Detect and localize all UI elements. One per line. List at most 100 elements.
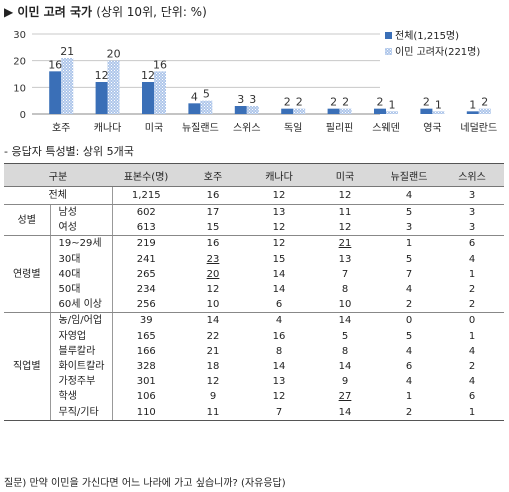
table-row: 성별 남성 602 17 13 11 5 3	[4, 204, 504, 237]
table-cell: 16	[180, 186, 246, 205]
table-cell: 301	[111, 374, 180, 390]
table-cell: 15	[180, 220, 246, 237]
data-label: 2	[342, 96, 349, 109]
table-row: 50대 234 12 14 8 4 2	[4, 281, 504, 298]
row-label: 블루칼라	[58, 345, 96, 357]
table-cell: 6	[468, 238, 476, 250]
table-cell: 12	[206, 284, 220, 296]
table-cell: 2	[468, 360, 476, 372]
bar-considering-9	[478, 108, 491, 114]
table-header-row: 구분 표본수(명) 호주 캐나다 미국 뉴질랜드 스위스	[4, 163, 504, 187]
table-cell: 12	[312, 220, 378, 237]
bar-total-4	[234, 106, 247, 114]
data-label: 5	[203, 88, 210, 101]
x-tick-label: 미국	[145, 122, 163, 134]
table-cell: 22	[206, 330, 220, 342]
table-cell: 0	[468, 315, 476, 327]
table-row: 자영업 165 22 16 5 5 1	[4, 328, 504, 344]
bar-considering-5	[293, 108, 306, 114]
group-label: 성별	[4, 204, 51, 237]
table-row: 30대 241 23 15 13 5 4	[4, 251, 504, 267]
bar-total-7	[374, 108, 386, 114]
x-tick-label: 스웨덴	[372, 122, 400, 134]
table-section-title: - 응답자 특성별: 상위 5개국	[4, 145, 134, 158]
data-label: 3	[237, 93, 244, 106]
x-tick-label: 필리핀	[326, 122, 354, 134]
table-cell: 14	[338, 315, 352, 327]
table-cell: 17	[206, 207, 220, 219]
x-tick-label: 네덜란드	[460, 122, 497, 134]
bar-considering-3	[200, 100, 213, 114]
row-label: 40대	[58, 268, 81, 280]
table-cell: 328	[111, 358, 180, 375]
data-label: 2	[284, 96, 291, 109]
bar-considering-0	[61, 58, 74, 114]
table-cell: 11	[180, 404, 246, 421]
bar-considering-8	[432, 111, 445, 114]
table-row: 60세 이상 256 10 6 10 2 2	[4, 297, 504, 314]
table-cell: 4	[468, 345, 476, 357]
table-cell: 4	[405, 284, 413, 296]
table-cell: 6	[246, 297, 312, 314]
data-label: 2	[423, 96, 430, 109]
legend-label: 전체(1,215명)	[395, 30, 459, 42]
footnote: 질문) 만약 이민을 가신다면 어느 나라에 가고 싶습니까? (자유응답)	[4, 478, 286, 489]
table-cell: 21	[338, 238, 352, 250]
table-cell: 3	[440, 220, 504, 237]
data-label: 3	[249, 93, 256, 106]
row-label: 화이트칼라	[58, 360, 105, 372]
table-cell: 12	[272, 238, 286, 250]
table-cell: 12	[272, 391, 286, 403]
table-cell: 5	[405, 330, 413, 342]
row-label: 농/임/어업	[58, 315, 103, 327]
table-cell: 20	[206, 268, 220, 280]
table-cell: 6	[405, 360, 413, 372]
table-cell: 4	[468, 253, 476, 265]
x-tick-label: 캐나다	[94, 122, 122, 134]
row-label: 30대	[58, 253, 81, 265]
table-cell: 219	[111, 235, 180, 252]
table-cell: 39	[111, 312, 180, 329]
table-cell: 14	[272, 284, 286, 296]
row-label: 학생	[58, 391, 77, 403]
bar-considering-6	[339, 108, 352, 114]
table-cell: 1	[405, 391, 413, 403]
data-label: 16	[153, 58, 167, 71]
table-header-cell: 표본수(명)	[112, 163, 180, 187]
bar-considering-2	[154, 71, 166, 114]
table-cell: 23	[206, 253, 220, 265]
table-cell: 12	[206, 376, 220, 388]
chart-title-sub: (상위 10위, 단위: %)	[96, 5, 207, 19]
table-cell: 10	[180, 297, 246, 314]
table-cell: 7	[341, 268, 349, 280]
table-cell: 5	[405, 207, 413, 219]
table-cell: 110	[111, 404, 180, 421]
table-cell: 2	[468, 284, 476, 296]
table-row-total: 전체 1,215 16 12 12 4 3	[4, 186, 504, 205]
x-tick-label: 스위스	[233, 121, 261, 134]
table-row: 직업별 농/임/어업 39 14 4 14 0 0	[4, 312, 504, 421]
table-cell: 8	[275, 345, 283, 357]
triangle-marker-icon: ▶	[4, 5, 14, 19]
group-label: 연령별	[4, 235, 51, 314]
table-cell: 8	[341, 284, 349, 296]
legend-swatch	[385, 48, 392, 55]
table-cell: 8	[341, 345, 349, 357]
table-cell: 5	[405, 253, 413, 265]
table-cell: 1	[440, 404, 504, 421]
table-cell: 0	[405, 315, 413, 327]
table-row: 가정주부 301 12 13 9 4 4	[4, 374, 504, 390]
bar-total-2	[142, 82, 154, 114]
x-tick-label: 호주	[52, 122, 70, 134]
table-cell: 14	[312, 404, 378, 421]
table-row: 화이트칼라 328 18 14 14 6 2	[4, 358, 504, 375]
table-cell: 21	[206, 345, 220, 357]
x-tick-label: 영국	[423, 122, 441, 134]
table-cell: 16	[272, 330, 286, 342]
table-cell: 12	[312, 186, 378, 205]
table-cell: 11	[338, 207, 352, 219]
table-header-cell: 뉴질랜드	[378, 163, 440, 187]
bar-total-9	[466, 111, 479, 114]
y-tick-label: 30	[13, 30, 26, 41]
table-cell: 7	[405, 268, 413, 280]
